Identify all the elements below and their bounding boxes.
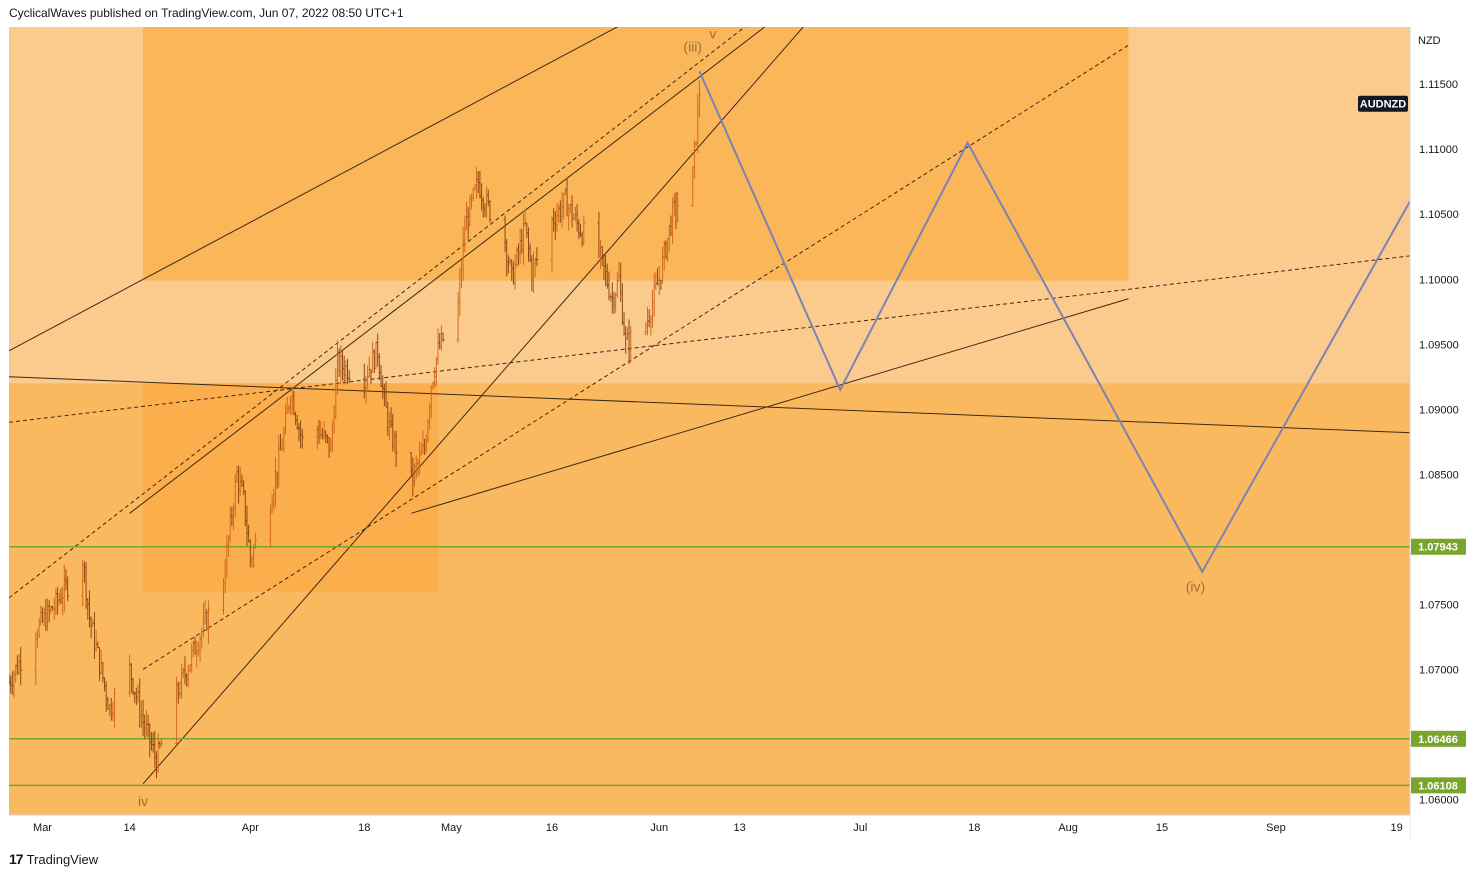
time-tick-label: May: [441, 822, 462, 834]
dashed-trend-line-5: [9, 27, 746, 599]
time-tick-label: 18: [358, 822, 370, 834]
price-tick-label: 1.06000: [1419, 794, 1459, 806]
price-tick-label: 1.07000: [1419, 664, 1459, 676]
price-bar: [113, 687, 117, 728]
price-tick-label: 1.11000: [1419, 144, 1458, 156]
price-bar: [676, 191, 680, 223]
currency-label: NZD: [1418, 35, 1441, 47]
price-bar: [488, 199, 492, 223]
trend-line-0: [9, 27, 619, 352]
price-bar: [160, 738, 164, 746]
price-bars: [9, 80, 701, 779]
symbol-badge-bg: [1358, 95, 1408, 112]
time-tick-label: Sep: [1266, 822, 1286, 834]
time-tick-label: Apr: [242, 822, 259, 834]
symbol-badge: AUDNZD: [1358, 95, 1408, 112]
price-axis: NZD 1.06000 1.07000 1.07500 1.08500 1.09000 1.…: [1358, 27, 1466, 840]
wave-label-2: iv: [138, 793, 148, 809]
price-bar: [535, 247, 539, 267]
projection-line: [698, 70, 1410, 574]
level-price-tag-0: 1.07943: [1411, 538, 1466, 555]
time-tick-label: 16: [546, 822, 558, 834]
time-tick-label: 18: [968, 822, 980, 834]
level-price-tag-1: 1.06466: [1411, 730, 1466, 747]
price-bar: [394, 431, 398, 467]
footer-brand[interactable]: 17 TradingView: [9, 851, 98, 867]
trend-line-3: [411, 298, 1129, 514]
price-bar: [206, 600, 210, 644]
level-price-tag-label: 1.07943: [1418, 542, 1458, 554]
level-price-tag-bg: [1411, 538, 1466, 555]
symbol-badge-label: AUDNZD: [1360, 99, 1406, 111]
time-tick-label: 13: [734, 822, 746, 834]
trend-lines: [9, 27, 1410, 785]
time-tick-label: 14: [124, 822, 136, 834]
price-tick-label: 1.09000: [1419, 404, 1459, 416]
brand-name: TradingView: [26, 851, 99, 867]
time-axis-bg: [9, 816, 1410, 840]
price-tick-label: 1.10500: [1419, 209, 1459, 221]
wave-label-3: (iv): [1186, 578, 1205, 594]
wave-label-0: (iii): [683, 39, 702, 55]
shaded-zones: [9, 27, 1410, 815]
publisher-info: CyclicalWaves published on TradingView.c…: [9, 6, 404, 20]
level-price-tag-bg: [1411, 730, 1466, 747]
price-bar: [66, 576, 70, 602]
time-axis: Mar 14 Apr 18 May 16 Jun 13 Jul 18 Aug 15 Sep 19: [9, 814, 1410, 840]
trend-line-4: [142, 27, 804, 785]
trend-line-1: [9, 376, 1410, 434]
time-tick-label: 19: [1390, 822, 1402, 834]
price-bar: [347, 370, 351, 383]
level-price-tag-2: 1.06108: [1411, 777, 1466, 794]
dashed-trend-line-6: [142, 44, 1129, 670]
tradingview-logo-icon: 17: [9, 851, 24, 867]
price-bar: [582, 216, 586, 246]
price-tick-label: 1.07500: [1419, 599, 1459, 611]
price-bar: [300, 429, 304, 449]
level-price-tag-label: 1.06466: [1418, 734, 1458, 746]
time-tick-label: Jun: [650, 822, 668, 834]
trend-line-2: [129, 27, 766, 514]
price-tick-label: 1.11500: [1419, 79, 1458, 91]
price-bar: [253, 532, 257, 549]
time-tick-label: Aug: [1058, 822, 1078, 834]
level-price-tag-label: 1.06108: [1418, 780, 1458, 792]
price-bar: [697, 80, 701, 118]
horizontal-levels: [9, 545, 1410, 787]
shaded-zone-2: [143, 27, 1129, 281]
time-tick-label: Mar: [33, 822, 52, 834]
projection-path: [698, 70, 1410, 574]
level-price-tag-bg: [1411, 777, 1466, 794]
wave-labels: (iii) v iv (iv): [138, 26, 1205, 809]
shaded-zone-3: [143, 383, 439, 592]
price-bar: [629, 325, 633, 363]
wave-label-1: v: [709, 26, 716, 42]
price-bar: [19, 646, 23, 686]
price-tick-label: 1.08500: [1419, 469, 1459, 481]
price-bar: [441, 332, 445, 342]
time-tick-label: 15: [1156, 822, 1168, 834]
time-tick-label: Jul: [853, 822, 867, 834]
price-tick-label: 1.10000: [1419, 274, 1459, 286]
price-tick-label: 1.09500: [1419, 339, 1459, 351]
